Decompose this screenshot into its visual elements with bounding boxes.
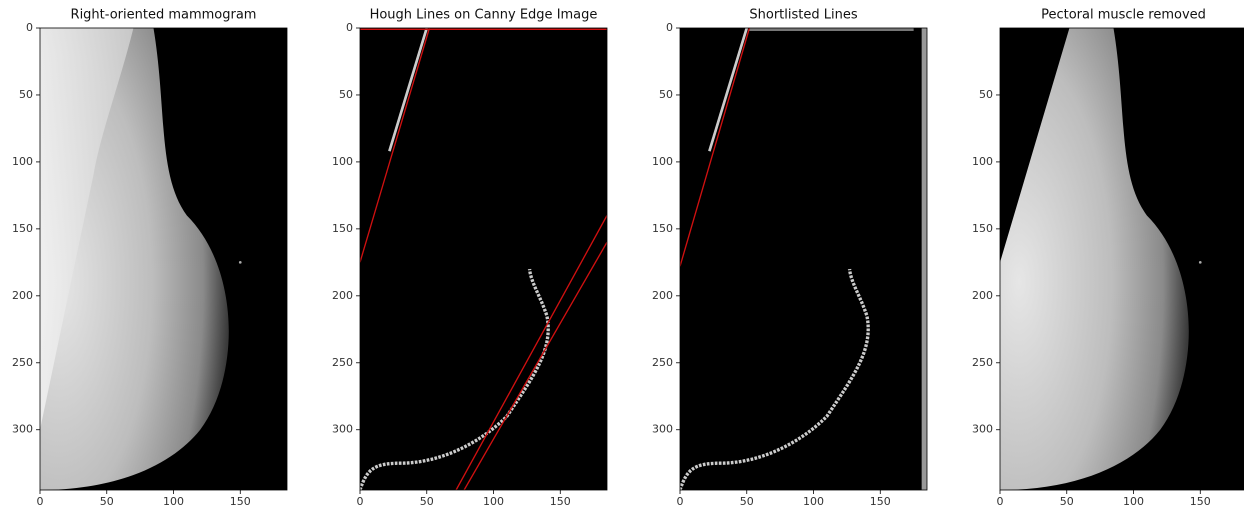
axes-frame [39,27,288,491]
x-tick-label: 50 [100,495,114,508]
x-tick-label: 100 [1123,495,1144,508]
y-tick-label: 50 [659,88,673,101]
panel-title: Pectoral muscle removed [1041,8,1206,23]
y-tick-label: 100 [12,155,33,168]
y-tick-label: 150 [12,222,33,235]
y-tick-label: 200 [12,289,33,302]
panel-title: Hough Lines on Canny Edge Image [370,8,598,23]
y-tick-label: 250 [652,356,673,369]
panel-title: Shortlisted Lines [749,8,857,23]
x-tick-label: 150 [230,495,251,508]
axes-frame [679,27,928,491]
y-tick-label: 50 [19,88,33,101]
y-tick-label: 150 [972,222,993,235]
x-tick-label: 50 [1060,495,1074,508]
y-tick-label: 250 [972,356,993,369]
y-tick-label: 200 [332,289,353,302]
x-tick-label: 0 [357,495,364,508]
x-tick-label: 100 [163,495,184,508]
y-tick-label: 50 [339,88,353,101]
x-tick-label: 0 [37,495,44,508]
y-tick-label: 0 [26,21,33,34]
y-tick-label: 200 [652,289,673,302]
y-tick-label: 250 [12,356,33,369]
y-tick-label: 100 [972,155,993,168]
x-tick-label: 100 [803,495,824,508]
image-4 [1000,28,1244,490]
y-tick-label: 150 [652,222,673,235]
y-tick-label: 300 [972,423,993,436]
x-tick-label: 50 [740,495,754,508]
x-tick-label: 150 [550,495,571,508]
y-tick-label: 300 [652,423,673,436]
y-tick-label: 150 [332,222,353,235]
image-2 [360,28,607,490]
y-tick-label: 0 [666,21,673,34]
image-1 [40,28,287,490]
axes-frame [359,27,608,491]
panel-title: Right-oriented mammogram [71,8,257,23]
x-tick-label: 0 [677,495,684,508]
y-tick-label: 0 [346,21,353,34]
y-tick-label: 100 [652,155,673,168]
axes-frame [999,27,1244,491]
x-tick-label: 100 [483,495,504,508]
y-tick-label: 100 [332,155,353,168]
y-tick-label: 50 [979,88,993,101]
y-tick-label: 300 [332,423,353,436]
y-tick-label: 300 [12,423,33,436]
x-tick-label: 150 [1190,495,1211,508]
image-3 [680,28,927,490]
y-tick-label: 200 [972,289,993,302]
x-tick-label: 0 [997,495,1004,508]
y-tick-label: 250 [332,356,353,369]
x-tick-label: 50 [420,495,434,508]
x-tick-label: 150 [870,495,891,508]
